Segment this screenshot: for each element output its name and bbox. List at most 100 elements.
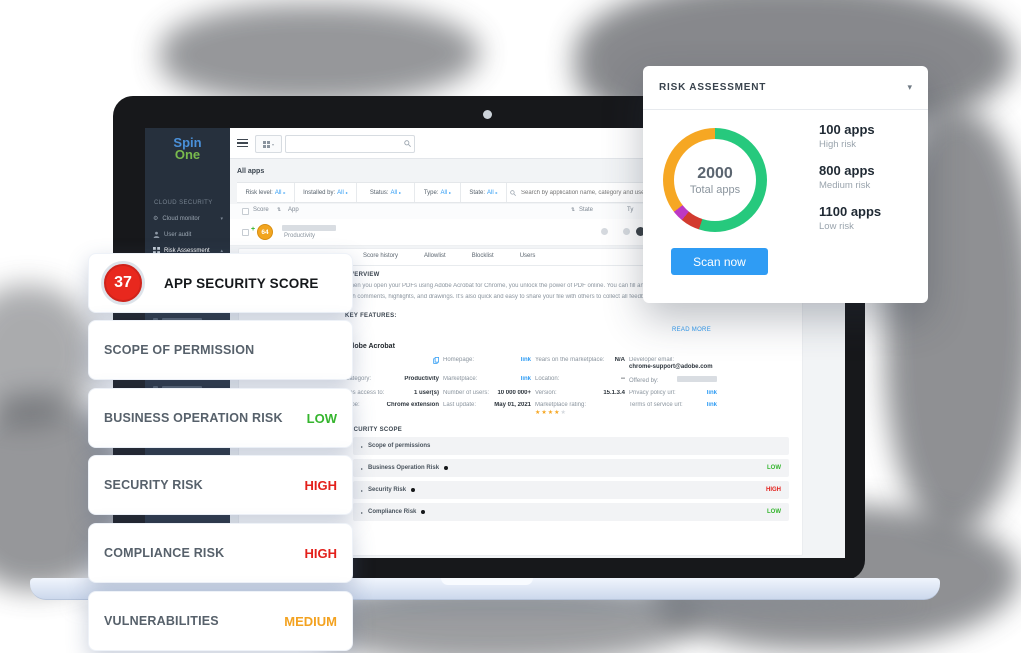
filter-value: All bbox=[390, 189, 398, 196]
column-type[interactable]: Ty bbox=[627, 207, 634, 213]
detail-homepage: Homepage: link bbox=[443, 357, 531, 363]
filter-label: Type: bbox=[423, 189, 439, 196]
hamburger-menu-icon[interactable] bbox=[237, 139, 248, 147]
risk-level-badge: HIGH bbox=[766, 487, 781, 493]
sidebar-section-label: CLOUD SECURITY bbox=[154, 200, 213, 206]
apps-grid-icon bbox=[262, 140, 270, 148]
page-title: All apps bbox=[237, 168, 265, 175]
detail-tabs-row: Score history Allowlist Blocklist Users bbox=[239, 249, 802, 266]
arrow-right-icon: ▸ bbox=[449, 190, 452, 195]
risk-donut-chart: 2000 Total apps bbox=[663, 128, 767, 232]
risk-level-badge: HIGH bbox=[304, 545, 338, 561]
state-dot bbox=[623, 228, 630, 235]
sidebar-item-label: Cloud monitor bbox=[162, 215, 200, 222]
link[interactable]: link bbox=[706, 390, 717, 396]
scope-row-permissions[interactable]: ▸ Scope of permissions bbox=[353, 437, 789, 455]
donut-center: 2000 Total apps bbox=[674, 139, 756, 221]
detail-version: Version: 15.1.3.4 bbox=[535, 390, 625, 396]
app-category: Productivity bbox=[284, 233, 316, 239]
arrow-right-icon: ▸ bbox=[345, 190, 348, 195]
grid-icon bbox=[153, 247, 160, 254]
filter-status[interactable]: Status: All ▸ bbox=[357, 183, 415, 202]
overview-text-line: When you open your PDFs using Adobe Acro… bbox=[345, 283, 660, 289]
tab-users[interactable]: Users bbox=[519, 253, 536, 259]
total-apps-label: Total apps bbox=[689, 183, 741, 196]
tab-score-history[interactable]: Score history bbox=[363, 253, 399, 259]
scan-now-button[interactable]: Scan now bbox=[671, 248, 768, 275]
laptop-webcam bbox=[483, 110, 492, 119]
scope-row-security-risk[interactable]: ▸ Security Risk HIGH bbox=[353, 481, 789, 499]
sidebar-item-user-audit[interactable]: User audit bbox=[145, 228, 230, 241]
detail-last-update: Last update: May 01, 2021 bbox=[443, 402, 531, 408]
app-score-badge: 64 bbox=[257, 224, 273, 240]
detail-marketplace-rating: Marketplace rating: ★★★★★ bbox=[535, 402, 587, 416]
logo-line2: One bbox=[174, 147, 201, 162]
detail-privacy-policy: Privacy policy url: link bbox=[629, 390, 717, 396]
link[interactable]: link bbox=[706, 402, 717, 408]
column-score[interactable]: Score bbox=[253, 207, 269, 213]
app-details-grid: Id: Homepage: link Years on the marketpl… bbox=[345, 357, 717, 416]
detail-terms-of-service: Terms of service url: link bbox=[629, 402, 717, 408]
overview-title: OVERVIEW bbox=[345, 272, 380, 278]
filter-value: All bbox=[440, 189, 448, 196]
filter-value: All bbox=[337, 189, 344, 196]
sidebar-item-label: User audit bbox=[164, 231, 192, 238]
global-search-input[interactable] bbox=[289, 136, 401, 152]
copy-icon[interactable] bbox=[433, 357, 439, 364]
link[interactable]: link bbox=[520, 376, 531, 382]
detail-location: Location: -- bbox=[535, 376, 625, 382]
filter-state[interactable]: State: All ▸ bbox=[461, 183, 507, 202]
chevron-down-icon[interactable]: ▾ bbox=[907, 82, 912, 92]
risk-level-badge: LOW bbox=[767, 509, 781, 515]
column-app[interactable]: App bbox=[288, 207, 299, 213]
trend-up-icon: + bbox=[251, 226, 256, 233]
global-search-box[interactable] bbox=[285, 135, 415, 153]
sort-icon[interactable]: ⇅ bbox=[277, 207, 282, 213]
sort-icon[interactable]: ⇅ bbox=[571, 207, 576, 213]
risk-stats: 100 apps High risk 800 apps Medium risk … bbox=[819, 122, 881, 245]
app-switcher-button[interactable]: ▾ bbox=[255, 135, 282, 153]
card-vulnerabilities: VULNERABILITIES MEDIUM bbox=[88, 591, 353, 651]
card-compliance-risk: COMPLIANCE RISK HIGH bbox=[88, 523, 353, 583]
arrow-right-icon: ▸ bbox=[399, 190, 402, 195]
scope-row-compliance-risk[interactable]: ▸ Compliance Risk LOW bbox=[353, 503, 789, 521]
redacted-app-name bbox=[282, 225, 336, 231]
apps-search-input[interactable] bbox=[519, 188, 673, 197]
scope-row-business-operation-risk[interactable]: ▸ Business Operation Risk LOW bbox=[353, 459, 789, 477]
sidebar-item-cloud-monitor[interactable]: ⚙ Cloud monitor ▾ bbox=[145, 212, 230, 225]
card-app-security-score: 37 APP SECURITY SCORE bbox=[88, 253, 353, 313]
detail-id: Id: bbox=[345, 357, 439, 370]
card-business-operation-risk: BUSINESS OPERATION RISK LOW bbox=[88, 388, 353, 448]
app-name: Adobe Acrobat bbox=[345, 343, 395, 350]
filter-installed-by[interactable]: Installed by: All ▸ bbox=[295, 183, 357, 202]
tab-blocklist[interactable]: Blocklist bbox=[471, 253, 494, 259]
stat-high-risk: 100 apps High risk bbox=[819, 122, 875, 150]
select-all-checkbox[interactable] bbox=[242, 208, 249, 215]
chevron-up-icon: ▴ bbox=[220, 247, 223, 254]
detail-offered-by: Offered by: bbox=[629, 376, 717, 384]
filter-risk-level[interactable]: Risk level: All ▸ bbox=[237, 183, 295, 202]
risk-level-badge: HIGH bbox=[304, 477, 338, 493]
filter-type[interactable]: Type: All ▸ bbox=[415, 183, 461, 202]
detail-has-access-to: Has access to: 1 user(s) bbox=[345, 390, 439, 396]
column-state[interactable]: State bbox=[579, 207, 594, 213]
info-icon bbox=[444, 466, 449, 470]
sidebar-item-risk-assessment[interactable]: Risk Assessment ▴ bbox=[145, 244, 230, 257]
risk-card-header: RISK ASSESSMENT ▾ bbox=[643, 66, 928, 110]
risk-assessment-card: RISK ASSESSMENT ▾ 2000 Total apps 100 ap… bbox=[643, 66, 928, 303]
info-icon bbox=[411, 488, 416, 492]
row-checkbox[interactable] bbox=[242, 229, 249, 236]
detail-years-on-marketplace: Years on the marketplace: N/A bbox=[535, 357, 625, 363]
tab-allowlist[interactable]: Allowlist bbox=[424, 253, 446, 259]
read-more-link[interactable]: READ MORE bbox=[671, 327, 711, 333]
chevron-down-icon: ▾ bbox=[220, 215, 223, 222]
filter-label: Installed by: bbox=[303, 189, 336, 196]
detail-type: Type: Chrome extension bbox=[345, 402, 439, 408]
total-apps-value: 2000 bbox=[697, 164, 733, 182]
link[interactable]: link bbox=[520, 357, 531, 363]
gear-icon: ⚙ bbox=[153, 216, 159, 222]
risk-level-badge: LOW bbox=[767, 465, 781, 471]
filter-value: All bbox=[487, 189, 494, 196]
key-features-title: KEY FEATURES: bbox=[345, 313, 397, 319]
